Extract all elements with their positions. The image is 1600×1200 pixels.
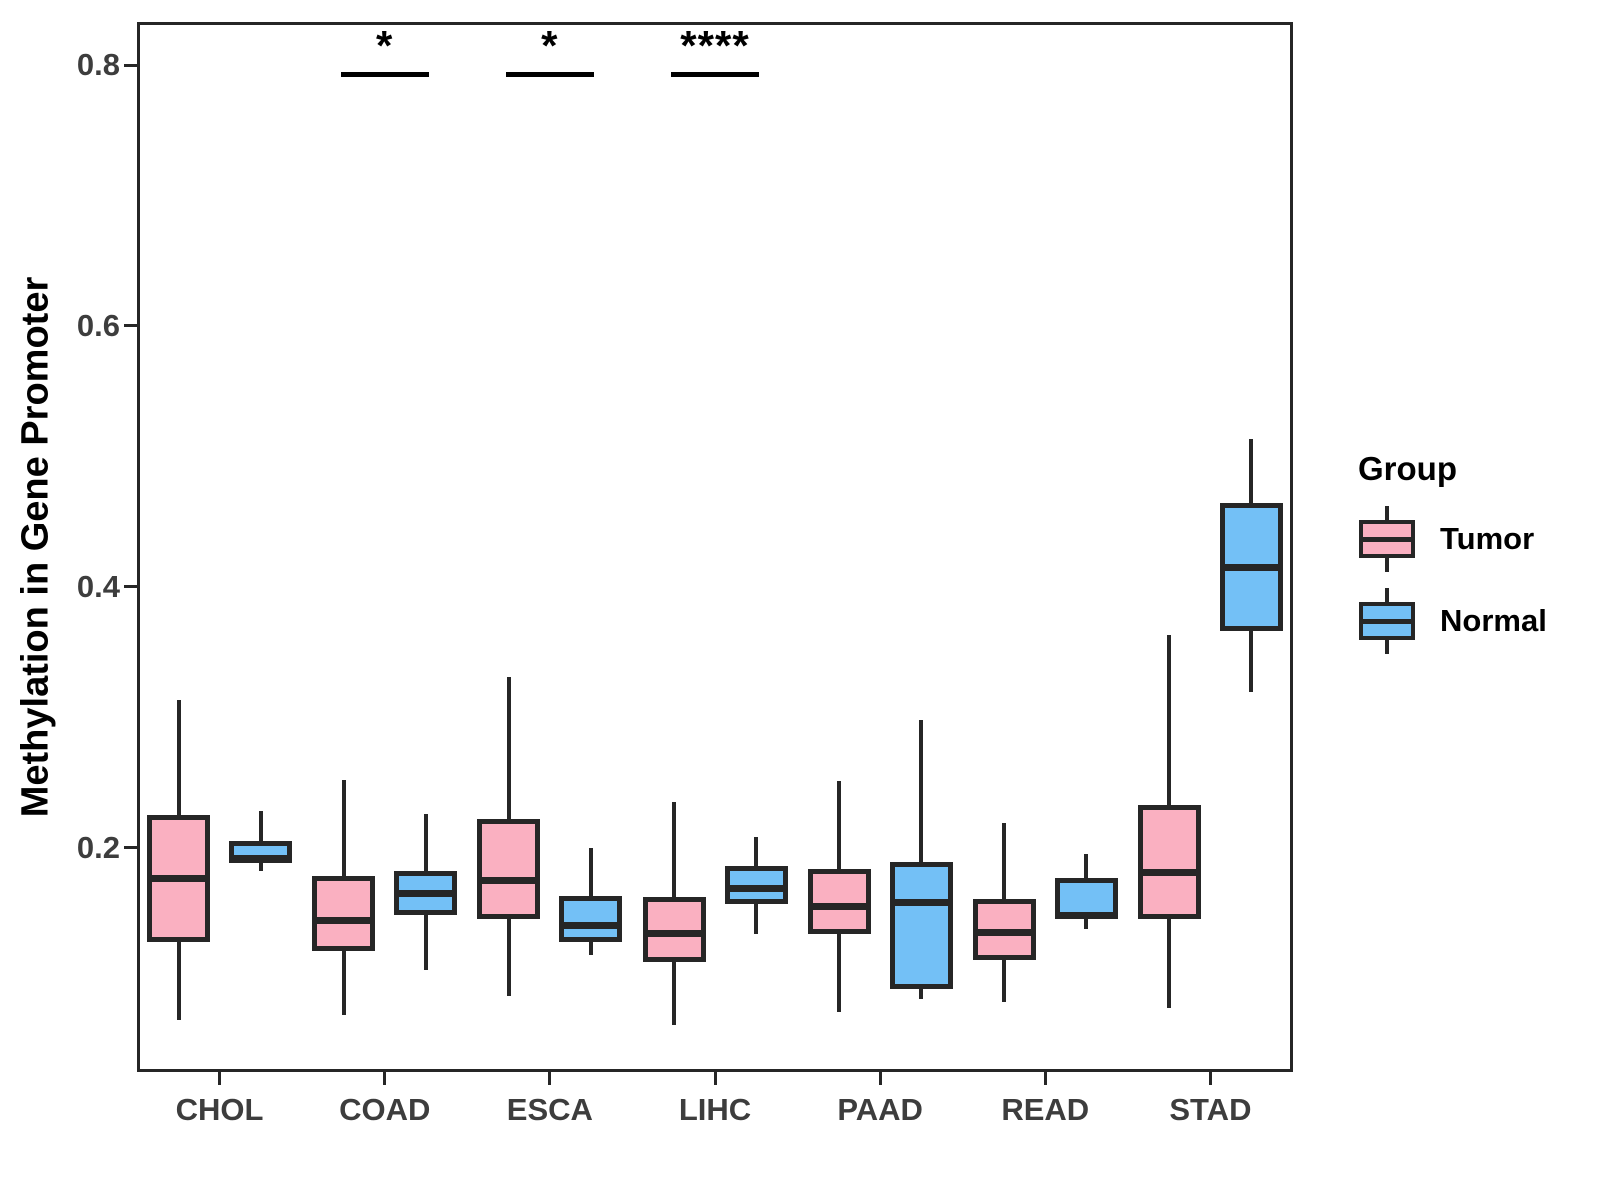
y-tick-label: 0.4 <box>76 568 120 604</box>
y-tick-mark <box>124 63 137 67</box>
whisker-lower-ESCA-Tumor <box>506 919 511 997</box>
whisker-upper-READ-Normal <box>1084 854 1089 878</box>
plot-panel <box>137 22 1293 1072</box>
x-tick-mark <box>1043 1072 1047 1085</box>
whisker-lower-READ-Tumor <box>1002 959 1007 1002</box>
box-PAAD-Tumor <box>807 868 871 934</box>
whisker-upper-PAAD-Normal <box>919 719 924 862</box>
significance-label-LIHC: **** <box>680 21 750 69</box>
legend-glyph-median <box>1359 537 1415 542</box>
median-CHOL-Normal <box>229 854 293 862</box>
y-tick-mark <box>124 324 137 328</box>
whisker-upper-STAD-Normal <box>1249 439 1254 504</box>
y-axis-title: Methylation in Gene Promoter <box>14 276 57 818</box>
legend-label-normal: Normal <box>1440 603 1547 638</box>
legend-boxplot-glyph <box>1358 506 1416 572</box>
median-STAD-Tumor <box>1137 868 1201 876</box>
x-tick-label: STAD <box>1169 1092 1252 1127</box>
whisker-lower-CHOL-Normal <box>258 863 263 872</box>
median-ESCA-Normal <box>559 922 623 930</box>
legend-item-tumor: Tumor <box>1358 506 1547 572</box>
x-tick-label: CHOL <box>175 1092 264 1127</box>
whisker-lower-LIHC-Tumor <box>672 962 676 1026</box>
whisker-upper-ESCA-Normal <box>588 847 593 896</box>
legend-boxplot-glyph <box>1358 588 1416 654</box>
x-tick-label: COAD <box>339 1092 431 1127</box>
y-tick-mark <box>124 846 137 850</box>
legend: Group Tumor Normal <box>1358 450 1547 670</box>
median-STAD-Normal <box>1219 563 1283 571</box>
significance-label-ESCA: * <box>541 21 559 69</box>
y-tick-label: 0.8 <box>76 47 120 83</box>
significance-bar-ESCA <box>505 71 594 77</box>
significance-bar-LIHC <box>671 71 759 77</box>
x-tick-mark <box>878 1072 882 1085</box>
significance-label-COAD: * <box>376 21 394 69</box>
x-tick-mark <box>1208 1072 1212 1085</box>
whisker-upper-READ-Tumor <box>1002 822 1007 899</box>
median-COAD-Normal <box>394 889 458 897</box>
whisker-upper-LIHC-Normal <box>754 837 758 866</box>
box-PAAD-Normal <box>889 862 953 989</box>
box-LIHC-Tumor <box>642 897 706 963</box>
y-tick-label: 0.6 <box>76 307 120 343</box>
whisker-lower-LIHC-Normal <box>754 903 758 934</box>
significance-bar-COAD <box>340 71 429 77</box>
legend-label-tumor: Tumor <box>1440 521 1535 556</box>
whisker-lower-CHOL-Tumor <box>176 941 181 1020</box>
x-tick-label: ESCA <box>506 1092 593 1127</box>
median-COAD-Tumor <box>312 917 376 925</box>
whisker-upper-LIHC-Tumor <box>672 802 676 898</box>
whisker-upper-COAD-Tumor <box>341 779 346 877</box>
box-ESCA-Normal <box>559 895 623 942</box>
whisker-upper-PAAD-Tumor <box>837 781 842 869</box>
whisker-lower-STAD-Normal <box>1249 631 1254 693</box>
x-tick-label: LIHC <box>678 1092 752 1127</box>
x-tick-mark <box>383 1072 387 1085</box>
y-tick-label: 0.2 <box>76 829 120 865</box>
median-PAAD-Normal <box>889 898 953 906</box>
whisker-upper-STAD-Tumor <box>1167 635 1172 805</box>
x-tick-mark <box>218 1072 222 1085</box>
median-PAAD-Tumor <box>807 902 871 910</box>
y-tick-mark <box>124 585 137 589</box>
median-CHOL-Tumor <box>147 875 211 883</box>
whisker-upper-ESCA-Tumor <box>506 676 511 819</box>
whisker-upper-COAD-Normal <box>423 813 428 872</box>
whisker-lower-COAD-Normal <box>423 915 428 971</box>
whisker-upper-CHOL-Tumor <box>176 700 181 816</box>
legend-glyph-whisker-top <box>1385 506 1389 520</box>
median-LIHC-Normal <box>724 884 788 892</box>
whisker-lower-STAD-Tumor <box>1167 919 1172 1009</box>
whisker-lower-PAAD-Tumor <box>837 933 842 1012</box>
x-tick-label: PAAD <box>837 1092 923 1127</box>
legend-items: Tumor Normal <box>1358 506 1547 654</box>
legend-title: Group <box>1358 450 1457 487</box>
whisker-lower-READ-Normal <box>1084 919 1089 929</box>
legend-glyph-median <box>1359 619 1415 624</box>
box-STAD-Tumor <box>1137 804 1201 920</box>
median-LIHC-Tumor <box>642 930 706 938</box>
legend-glyph-whisker-bottom <box>1385 640 1389 654</box>
whisker-lower-ESCA-Normal <box>588 941 593 955</box>
box-ESCA-Tumor <box>477 818 541 920</box>
legend-glyph-whisker-bottom <box>1385 558 1389 572</box>
box-COAD-Tumor <box>312 876 376 951</box>
legend-item-normal: Normal <box>1358 588 1547 654</box>
median-ESCA-Tumor <box>477 876 541 884</box>
x-tick-mark <box>713 1072 717 1085</box>
whisker-lower-COAD-Tumor <box>341 950 346 1015</box>
whisker-upper-CHOL-Normal <box>258 811 263 842</box>
x-tick-mark <box>548 1072 552 1085</box>
median-READ-Tumor <box>972 928 1036 936</box>
whisker-lower-PAAD-Normal <box>919 988 924 999</box>
median-READ-Normal <box>1054 911 1118 919</box>
legend-glyph-whisker-top <box>1385 588 1389 602</box>
x-tick-label: READ <box>1001 1092 1090 1127</box>
